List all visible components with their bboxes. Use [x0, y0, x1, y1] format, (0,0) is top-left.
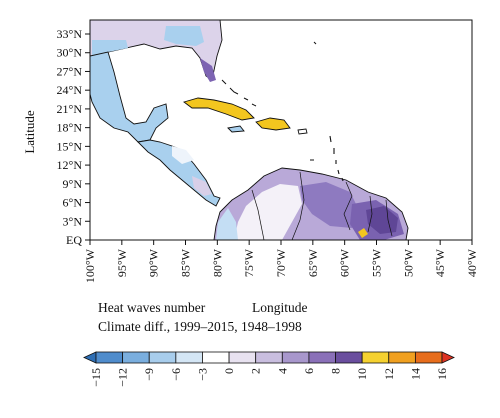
- cuba: [183, 97, 255, 121]
- lat-tick-label: 15°N: [57, 139, 83, 153]
- period-subtitle: Climate diff., 1999–2015, 1948–1998: [98, 319, 302, 334]
- colorbar-segment: [414, 351, 443, 364]
- sa-country-border-2: [291, 171, 305, 240]
- colorbar-high-arrow: [441, 351, 455, 364]
- colorbar-label: 8: [329, 368, 343, 374]
- lat-tick-label: EQ: [66, 233, 82, 247]
- florida-purple: [200, 58, 216, 82]
- sa-country-border-3: [343, 181, 353, 231]
- colorbar-label: −6: [169, 368, 183, 381]
- colorbar-segment: [148, 351, 177, 364]
- jamaica: [227, 125, 245, 133]
- longitude-axis: 100°W 95°W 90°W 85°W 80°W 75°W 70°W 65°W 60°W 55°…: [83, 240, 479, 283]
- colorbar-segment: [228, 351, 257, 364]
- sa-country-border-5: [385, 199, 393, 237]
- variable-caption: Heat waves number: [98, 300, 206, 315]
- colorbar-label: 4: [275, 368, 289, 374]
- colorbar-label: −9: [142, 368, 156, 381]
- sa-yellow-spot: [358, 228, 368, 238]
- puerto-rico: [297, 128, 308, 135]
- lon-tick-label: 70°W: [274, 248, 288, 277]
- usa-blue-patch-1: [92, 40, 128, 56]
- mexico-landmass: [90, 51, 169, 143]
- lon-tick-label: 65°W: [306, 248, 320, 277]
- lat-tick-label: 6°N: [63, 196, 83, 210]
- lat-tick-label: 30°N: [57, 46, 83, 60]
- colorbar-segment: [95, 351, 124, 364]
- central-america-lavender-patch: [192, 176, 212, 196]
- bahamas: [221, 79, 257, 107]
- sa-white-patch: [234, 184, 302, 240]
- colorbar-segment: [388, 351, 416, 364]
- colorbar-label: 0: [222, 368, 236, 374]
- lon-tick-label: 95°W: [115, 248, 129, 277]
- colorbar-low-arrow: [83, 351, 97, 364]
- lat-tick-label: 12°N: [57, 158, 83, 172]
- colorbar-label: −15: [89, 368, 103, 387]
- colorbar-segment: [361, 351, 390, 364]
- colorbar-label: 6: [302, 368, 316, 374]
- map-plot-area: [90, 20, 472, 240]
- lat-tick-label: 33°N: [57, 27, 83, 41]
- lon-tick-label: 60°W: [338, 248, 352, 277]
- lat-tick-label: 3°N: [63, 214, 83, 228]
- lon-tick-label: 40°W: [465, 248, 479, 277]
- central-america-white-patch: [172, 146, 194, 164]
- colorbar-label: 2: [249, 368, 263, 374]
- sa-blue-patch: [216, 208, 238, 240]
- lon-tick-label: 100°W: [83, 248, 97, 283]
- colorbar-segment: [335, 351, 363, 364]
- colorbar-segment: [175, 351, 203, 364]
- colorbar-label: −12: [116, 368, 130, 387]
- latitude-axis-title: Latitude: [22, 110, 37, 154]
- longitude-axis-title: Longitude: [252, 300, 308, 315]
- hispaniola: [255, 117, 291, 131]
- lon-tick-label: 80°W: [210, 248, 224, 277]
- lat-tick-label: 21°N: [57, 102, 83, 116]
- colorbar-segment: [122, 351, 150, 364]
- colorbar-segment: [308, 351, 336, 364]
- lat-tick-label: 9°N: [63, 177, 83, 191]
- lon-tick-label: 55°W: [370, 248, 384, 277]
- colorbar-segment: [281, 351, 310, 364]
- colorbar-label: −3: [195, 368, 209, 381]
- colorbar-label: 10: [355, 368, 369, 380]
- lon-tick-label: 90°W: [147, 248, 161, 277]
- lesser-antilles: [329, 135, 344, 182]
- usa-blue-patch-2: [164, 26, 204, 46]
- lon-tick-label: 50°W: [401, 248, 415, 277]
- lat-tick-label: 27°N: [57, 64, 83, 78]
- colorbar-label: 14: [408, 368, 422, 380]
- caribbean-islets: [310, 41, 317, 161]
- lat-tick-label: 24°N: [57, 83, 83, 97]
- colorbar-label: 16: [435, 368, 449, 380]
- lon-tick-label: 45°W: [433, 248, 447, 277]
- colorbar: −15 −12 −9 −6 −3 0 2 4 6 8 10 12 14 16: [83, 351, 455, 387]
- colorbar-segment: [255, 351, 283, 364]
- lon-tick-label: 85°W: [179, 248, 193, 277]
- colorbar-label: 12: [382, 368, 396, 380]
- sa-country-border-1: [251, 189, 265, 240]
- lat-tick-label: 18°N: [57, 121, 83, 135]
- sa-country-border-4: [367, 195, 373, 233]
- lon-tick-label: 75°W: [242, 248, 256, 277]
- colorbar-segment: [202, 351, 230, 364]
- latitude-axis: 33°N 30°N 27°N 24°N 21°N 18°N 15°N 12°N 9°N 6°N 3°…: [57, 27, 90, 247]
